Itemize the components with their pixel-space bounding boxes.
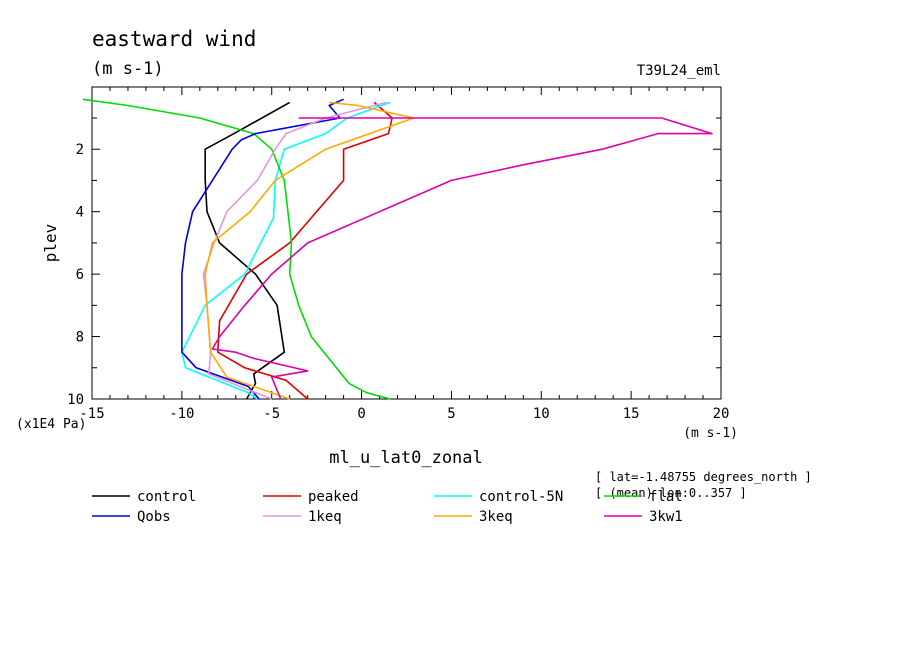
legend-label-3kw1: 3kw1 [649,509,683,525]
series-line-control-5n [181,101,391,400]
legend-label-control-5n: control-5N [479,489,563,505]
x-tick-label: -10 [169,406,194,422]
y-axis-ticks: 2 4 6 8 10 [67,117,721,408]
y-scale-label: (x1E4 Pa) [16,417,86,432]
x-tick-label: 15 [623,406,640,422]
x-tick-label: 10 [533,406,550,422]
x-units-label: (m s-1) [683,426,738,441]
legend-label-peaked: peaked [308,489,359,505]
series-line-3kw1 [211,117,713,400]
y-axis-label: plev [41,224,60,263]
plot-frame [91,86,722,400]
x-tick-label: -15 [79,406,104,422]
y-tick-label: 2 [76,142,84,158]
series-line-control [204,101,291,400]
legend-label-1keq: 1keq [308,509,342,525]
legend-label-flat: flat [649,489,683,505]
y-tick-label: 6 [76,267,84,283]
series-line-3keq [204,101,415,400]
y-tick-label: 8 [76,330,84,346]
series-line-1keq [202,101,387,400]
y-tick-label: 10 [67,392,84,408]
legend-label-qobs: Qobs [137,509,171,525]
series-line-qobs [181,98,344,400]
legend-label-control: control [137,489,196,505]
series-lines [82,98,713,400]
x-tick-label: 20 [713,406,730,422]
y-tick-label: 4 [76,205,84,221]
chart-title: eastward wind [92,27,256,51]
x-tick-label: 0 [357,406,365,422]
series-line-peaked [217,101,393,400]
x-tick-label: 5 [447,406,455,422]
legend-label-3keq: 3keq [479,509,513,525]
x-axis-ticks: -15 -10 -5 0 5 10 15 20 [79,87,729,422]
x-tick-label: -5 [263,406,280,422]
run-label: T39L24_eml [637,63,721,79]
x-axis-label: ml_u_lat0_zonal [329,448,483,468]
chart-subtitle: (m s-1) [92,59,164,79]
legend: control peaked control-5N flat Qobs 1keq 3keq 3… [92,489,683,525]
info-line-lat: [ lat=-1.48755 degrees_north ] [595,470,812,484]
